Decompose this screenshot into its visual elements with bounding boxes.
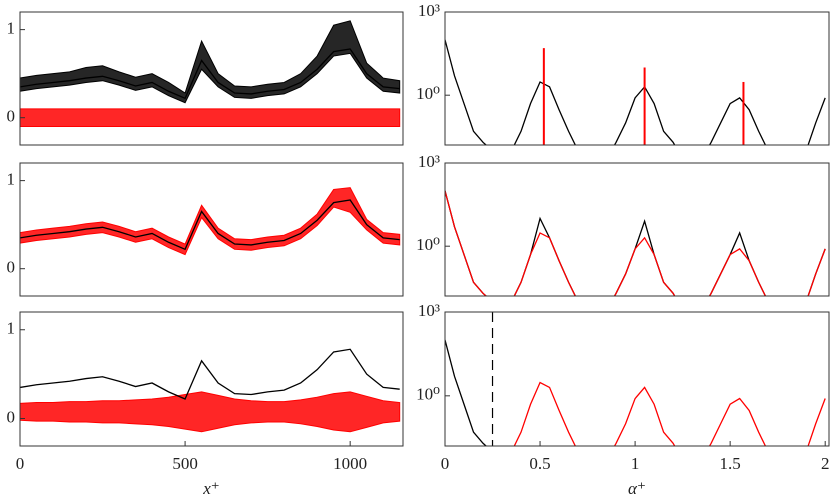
y-tick-label: 1 <box>7 170 16 189</box>
series-line <box>445 190 826 296</box>
series-line <box>445 339 488 446</box>
band-area <box>20 20 401 104</box>
x-tick-label: 0.5 <box>529 454 550 473</box>
axes-frame <box>19 311 404 447</box>
plot-area <box>20 187 401 256</box>
x-tick-label: 2 <box>821 454 830 473</box>
y-tick-label: 10³ <box>418 152 440 171</box>
band-area <box>20 187 401 256</box>
x-tick-label: 0 <box>441 454 450 473</box>
axes-frame <box>19 162 404 297</box>
band-area <box>20 391 401 433</box>
y-tick-label: 0 <box>7 258 16 277</box>
series-line <box>20 48 400 100</box>
y-tick-label: 0 <box>7 107 16 126</box>
x-tick-label: 0 <box>16 454 25 473</box>
y-tick-label: 1 <box>7 319 16 338</box>
plot-area <box>20 20 401 128</box>
y-tick-label: 10⁰ <box>416 385 440 404</box>
series-line <box>445 39 826 145</box>
series-line <box>513 381 826 446</box>
x-tick-label: 1 <box>631 454 640 473</box>
axes-frame <box>444 162 830 297</box>
plot-area <box>445 190 826 296</box>
plot-area <box>445 312 826 446</box>
axes-frame <box>19 11 404 146</box>
x-tick-label: 500 <box>172 454 198 473</box>
x-tick-label: 1000 <box>333 454 367 473</box>
series-line <box>20 348 400 400</box>
band-area <box>20 108 401 128</box>
axes-frame <box>444 311 830 447</box>
axes-frame <box>444 11 830 146</box>
x-axis-label: α⁺ <box>628 479 646 498</box>
y-tick-label: 10⁰ <box>416 84 440 103</box>
y-tick-label: 10⁰ <box>416 235 440 254</box>
y-tick-label: 10³ <box>418 301 440 320</box>
series-line <box>445 190 826 296</box>
series-line <box>20 199 400 251</box>
plot-area <box>445 39 826 145</box>
y-tick-label: 0 <box>7 407 16 426</box>
y-tick-label: 10³ <box>418 1 440 20</box>
x-tick-label: 1.5 <box>720 454 741 473</box>
x-axis-label: x⁺ <box>202 479 220 498</box>
y-tick-label: 1 <box>7 19 16 38</box>
plot-area <box>20 348 401 433</box>
